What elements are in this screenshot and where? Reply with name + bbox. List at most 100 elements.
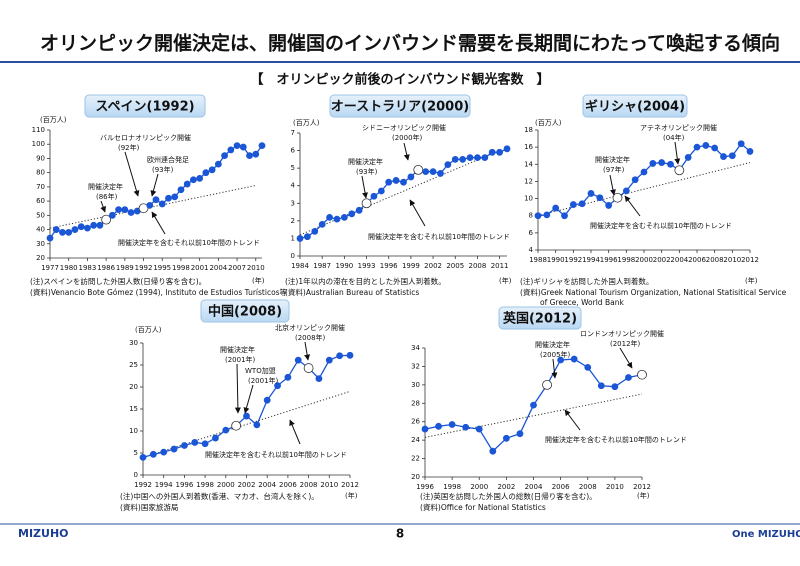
- marker: [746, 148, 754, 155]
- marker: [557, 356, 565, 364]
- x-tick-label: 2004: [525, 483, 543, 491]
- marker: [121, 206, 129, 214]
- marker: [84, 224, 91, 232]
- series-line: [537, 142, 751, 217]
- y-tick-label: 4: [529, 246, 534, 254]
- chart-title-box: [200, 299, 290, 323]
- x-tick-label: 2000: [217, 481, 235, 489]
- x-tick-label: 2006: [552, 483, 570, 491]
- marker: [177, 186, 185, 194]
- marker: [311, 227, 319, 235]
- chart-title: ギリシャ(2004): [585, 99, 685, 115]
- x-tick-label: 1994: [582, 256, 600, 264]
- annotation: (92年): [118, 143, 140, 152]
- annotation: (2001年): [248, 376, 279, 385]
- x-tick-label: 2011: [491, 262, 509, 270]
- y-tick-label: 26: [411, 418, 420, 426]
- trend-line: [424, 393, 643, 438]
- x-tick-label: 2001: [191, 264, 209, 272]
- y-tick-label: 30: [129, 339, 138, 347]
- x-tick-label: 1996: [175, 481, 193, 489]
- note: (注)中国への外国人到着数(香港、マカオ、台湾人を除く)。: [120, 491, 319, 501]
- marker: [658, 159, 666, 166]
- marker: [552, 204, 560, 212]
- annotation: 開催決定年を含むそれ以前10年間のトレンド: [205, 450, 347, 459]
- x-tick-label: 1986: [97, 264, 115, 272]
- marker: [108, 211, 116, 219]
- x-tick-label: 1999: [402, 262, 420, 270]
- y-tick-label: 30: [411, 381, 420, 389]
- x-tick-label: 2012: [741, 256, 759, 264]
- annotation: (2000年): [392, 133, 423, 142]
- marker: [90, 221, 98, 229]
- y-tick-label: 32: [411, 362, 420, 370]
- y-tick-label: 12: [524, 177, 533, 185]
- note: (資料)Venancio Bote Gómez (1994), Institut…: [30, 287, 288, 297]
- x-tick-label: 2010: [723, 256, 741, 264]
- marker: [227, 146, 235, 154]
- note: (資料)国家旅游局: [120, 502, 178, 512]
- marker: [253, 421, 261, 429]
- marker: [315, 375, 323, 383]
- x-tick-label: 2000: [635, 256, 653, 264]
- annotation: 北京オリンピック開催: [275, 323, 345, 332]
- marker: [737, 140, 745, 148]
- marker: [325, 356, 333, 364]
- marker: [346, 351, 354, 359]
- chart-title: 中国(2008): [208, 304, 282, 320]
- annotation: (93年): [152, 165, 174, 174]
- marker: [693, 143, 701, 151]
- x-tick-label: 2000: [470, 483, 488, 491]
- annotation: 開催決定年: [88, 182, 123, 191]
- annotation-arrow: [304, 341, 311, 361]
- y-tick-label: 90: [36, 154, 45, 162]
- y-axis-label: (百万人): [293, 119, 320, 127]
- y-tick-label: 28: [411, 399, 420, 407]
- annotation-arrow: [409, 199, 426, 227]
- note: (資料)Greek National Tourism Organization,…: [520, 287, 787, 297]
- x-tick-label: 2005: [446, 262, 464, 270]
- marker: [170, 445, 178, 453]
- annotation: (93年): [356, 167, 378, 176]
- y-tick-label: 14: [524, 160, 533, 168]
- marker: [720, 153, 727, 160]
- y-axis-label: (百万人): [135, 326, 162, 334]
- marker: [385, 178, 393, 186]
- marker: [59, 228, 66, 236]
- y-tick-label: 4: [291, 182, 296, 190]
- annotation: ロンドンオリンピック開催: [580, 329, 664, 338]
- annotation: (2008年): [295, 333, 326, 342]
- highlight-marker: [101, 214, 112, 225]
- logo: MIZUHO: [18, 527, 69, 540]
- marker: [202, 169, 210, 177]
- marker: [407, 173, 415, 181]
- y-tick-label: 6: [529, 229, 534, 237]
- marker: [318, 220, 326, 228]
- marker: [466, 154, 474, 162]
- marker: [284, 373, 292, 381]
- marker: [475, 425, 483, 433]
- x-tick-label: 2008: [579, 483, 597, 491]
- marker: [451, 155, 459, 163]
- y-tick-label: 80: [36, 169, 45, 177]
- y-tick-label: 6: [291, 147, 296, 155]
- x-tick-label: 2012: [341, 481, 359, 489]
- marker: [400, 178, 407, 186]
- marker: [584, 363, 592, 371]
- x-tick-label: 2008: [300, 481, 318, 489]
- marker: [333, 215, 341, 223]
- marker: [429, 168, 437, 176]
- marker: [578, 200, 586, 208]
- marker: [667, 160, 674, 168]
- annotation: (86年): [96, 192, 118, 201]
- x-tick-label: 1995: [153, 264, 171, 272]
- x-tick-label: 2004: [258, 481, 276, 489]
- note: (注)ギリシャを訪問した外国人到着数。: [520, 276, 653, 286]
- chart-title: スペイン(1992): [95, 100, 194, 115]
- note: of Greece, World Bank: [540, 298, 624, 307]
- annotation: シドニーオリンピック開催: [362, 123, 446, 132]
- y-tick-label: 5: [134, 449, 138, 457]
- marker: [71, 226, 79, 233]
- x-tick-label: 1998: [617, 256, 635, 264]
- marker: [274, 382, 281, 390]
